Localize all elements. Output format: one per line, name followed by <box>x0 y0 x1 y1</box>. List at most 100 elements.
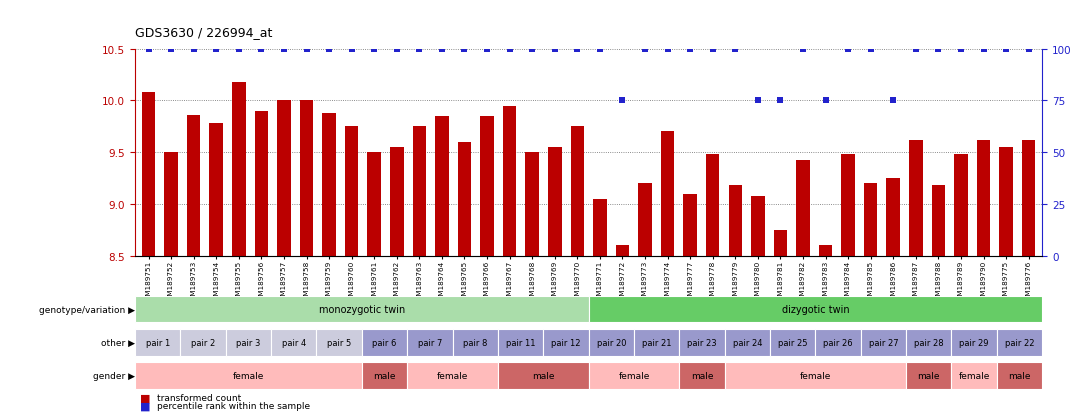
Point <box>659 46 676 53</box>
Text: female: female <box>232 371 265 380</box>
Point <box>343 46 361 53</box>
Text: female: female <box>436 371 469 380</box>
Point <box>410 46 428 53</box>
Point <box>524 46 541 53</box>
Text: female: female <box>618 371 650 380</box>
Text: ■: ■ <box>140 392 151 402</box>
Bar <box>570 127 584 256</box>
Bar <box>638 184 652 256</box>
Point <box>772 98 789 104</box>
Point <box>207 46 225 53</box>
Point <box>321 46 338 53</box>
Text: male: male <box>532 371 554 380</box>
Bar <box>135 362 362 389</box>
Bar <box>684 194 697 256</box>
Point <box>839 46 856 53</box>
Text: pair 5: pair 5 <box>327 338 351 347</box>
Text: pair 22: pair 22 <box>1004 338 1035 347</box>
Bar <box>593 199 607 256</box>
Bar <box>135 296 589 323</box>
Bar <box>548 147 562 256</box>
Bar <box>932 186 945 256</box>
Text: pair 4: pair 4 <box>282 338 306 347</box>
Bar <box>458 142 471 256</box>
Bar <box>997 362 1042 389</box>
Bar <box>435 117 448 256</box>
Bar <box>362 329 407 356</box>
Text: monozygotic twin: monozygotic twin <box>319 304 405 314</box>
Bar <box>135 329 180 356</box>
Text: pair 20: pair 20 <box>596 338 626 347</box>
Point <box>162 46 179 53</box>
Point <box>478 46 496 53</box>
Text: pair 7: pair 7 <box>418 338 442 347</box>
Text: ■: ■ <box>140 401 151 411</box>
Bar <box>773 230 787 256</box>
Bar <box>300 101 313 256</box>
Bar <box>278 101 291 256</box>
Text: pair 1: pair 1 <box>146 338 170 347</box>
Point <box>750 98 767 104</box>
Point <box>501 46 518 53</box>
Point <box>704 46 721 53</box>
Point <box>388 46 405 53</box>
Bar <box>589 362 679 389</box>
Bar <box>543 329 589 356</box>
Bar <box>955 155 968 256</box>
Text: male: male <box>691 371 713 380</box>
Bar <box>616 246 630 256</box>
Bar <box>951 362 997 389</box>
Bar <box>679 362 725 389</box>
Text: female: female <box>799 371 832 380</box>
Bar <box>210 124 222 256</box>
Bar <box>187 116 201 256</box>
Text: pair 8: pair 8 <box>463 338 487 347</box>
Bar <box>861 329 906 356</box>
Point <box>140 46 158 53</box>
Point <box>636 46 653 53</box>
Bar <box>906 362 951 389</box>
Bar <box>413 127 427 256</box>
Text: male: male <box>1009 371 1030 380</box>
Bar <box>407 362 498 389</box>
Point <box>1020 46 1037 53</box>
Text: male: male <box>374 371 395 380</box>
Point <box>907 46 924 53</box>
Text: female: female <box>958 371 990 380</box>
Bar <box>316 329 362 356</box>
Bar <box>729 186 742 256</box>
Text: genotype/variation ▶: genotype/variation ▶ <box>39 305 135 314</box>
Bar <box>725 362 906 389</box>
Bar <box>226 329 271 356</box>
Bar <box>887 179 900 256</box>
Bar <box>999 147 1013 256</box>
Bar <box>481 117 494 256</box>
Bar <box>997 329 1042 356</box>
Point <box>727 46 744 53</box>
Text: pair 28: pair 28 <box>914 338 944 347</box>
Bar <box>751 196 765 256</box>
Text: transformed count: transformed count <box>157 393 241 402</box>
Text: percentile rank within the sample: percentile rank within the sample <box>157 401 310 410</box>
Bar <box>906 329 951 356</box>
Bar <box>661 132 674 256</box>
Point <box>953 46 970 53</box>
Text: pair 25: pair 25 <box>778 338 808 347</box>
Bar <box>589 296 1042 323</box>
Bar <box>453 329 498 356</box>
Text: pair 2: pair 2 <box>191 338 215 347</box>
Bar <box>271 329 316 356</box>
Bar <box>909 140 922 256</box>
Point <box>930 46 947 53</box>
Point <box>569 46 586 53</box>
Point <box>230 46 247 53</box>
Bar <box>180 329 226 356</box>
Bar <box>498 329 543 356</box>
Point <box>298 46 315 53</box>
Text: other ▶: other ▶ <box>102 338 135 347</box>
Bar <box>498 362 589 389</box>
Bar <box>706 155 719 256</box>
Bar <box>819 246 833 256</box>
Text: pair 3: pair 3 <box>237 338 260 347</box>
Bar <box>503 107 516 256</box>
